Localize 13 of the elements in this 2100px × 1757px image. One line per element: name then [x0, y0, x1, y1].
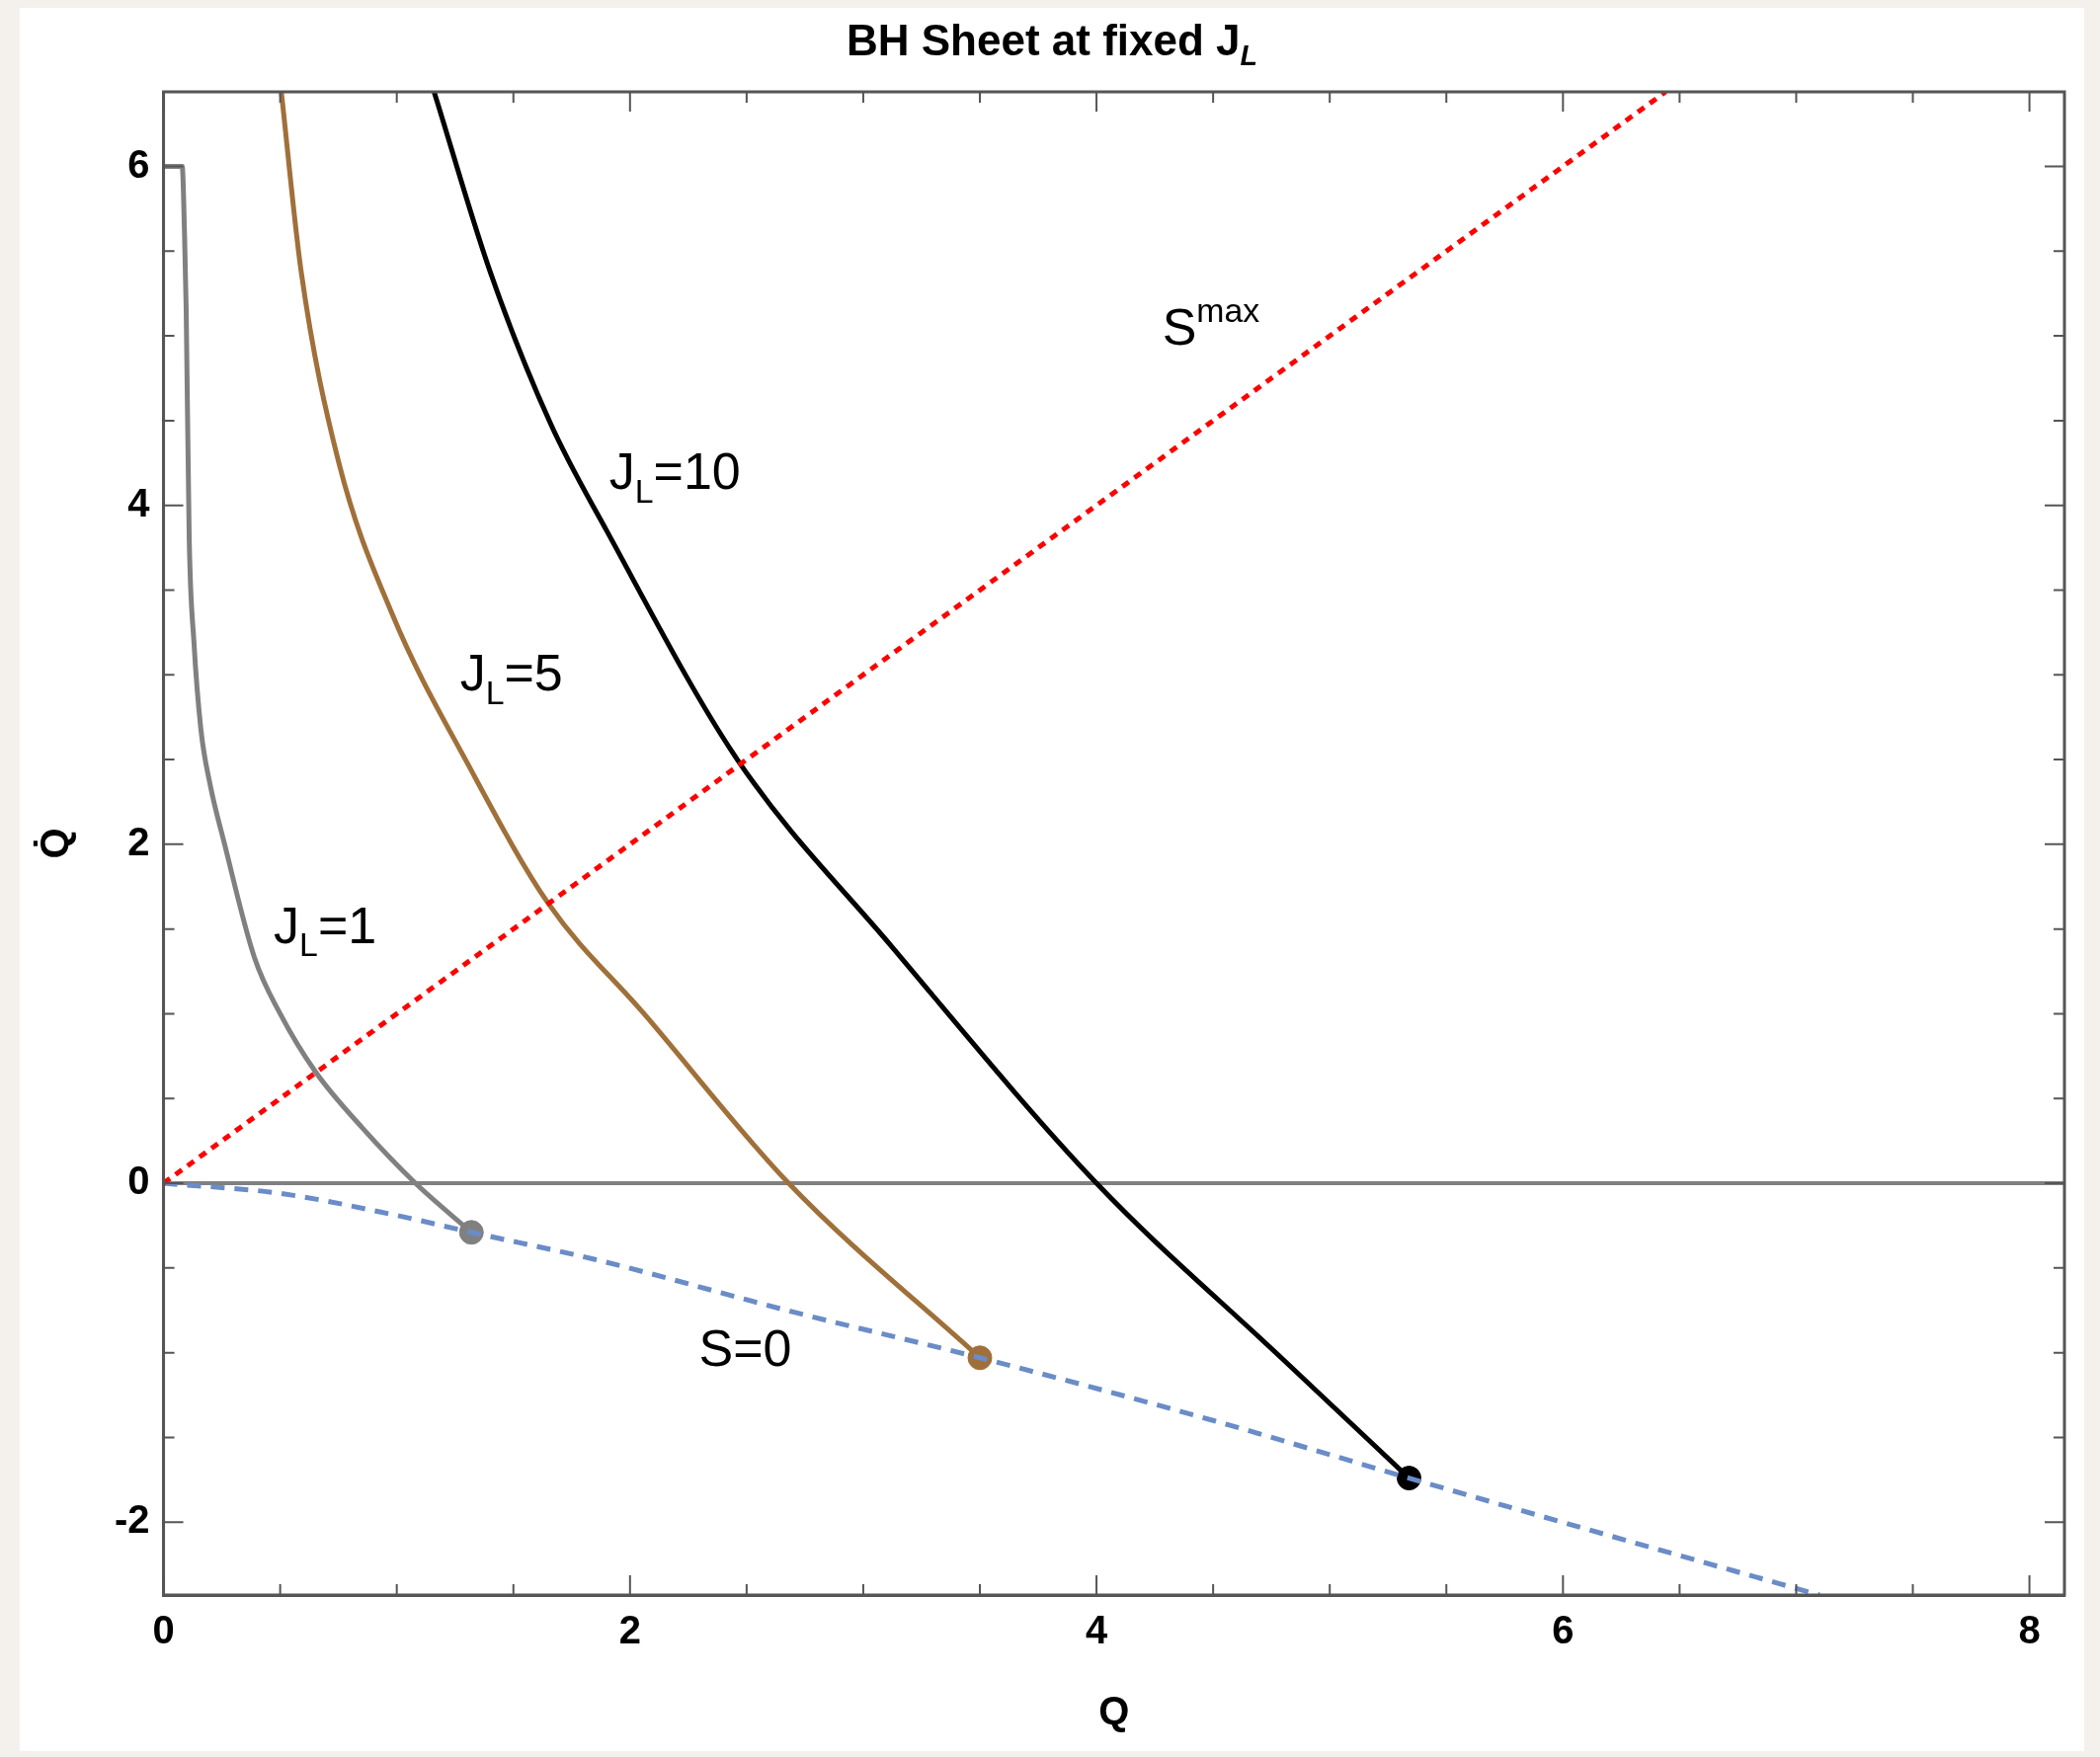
y-tick-label: 2: [127, 819, 150, 863]
x-tick-label: 4: [1085, 1608, 1108, 1652]
y-tick-label: 4: [127, 480, 151, 524]
x-axis-title: Q: [1098, 1689, 1130, 1733]
y-tick-label: 6: [127, 141, 150, 186]
y-tick-label: -2: [114, 1497, 150, 1542]
y-tick-label: 0: [127, 1158, 150, 1203]
y-axis-title: Q̇: [33, 828, 77, 859]
x-tick-label: 2: [618, 1608, 641, 1652]
x-tick-label: 8: [2018, 1608, 2041, 1652]
chart-title: BH Sheet at fixed J$_{L}$: [846, 16, 1258, 72]
series-label: S=0: [698, 1318, 792, 1377]
x-tick-label: 6: [1552, 1608, 1575, 1652]
